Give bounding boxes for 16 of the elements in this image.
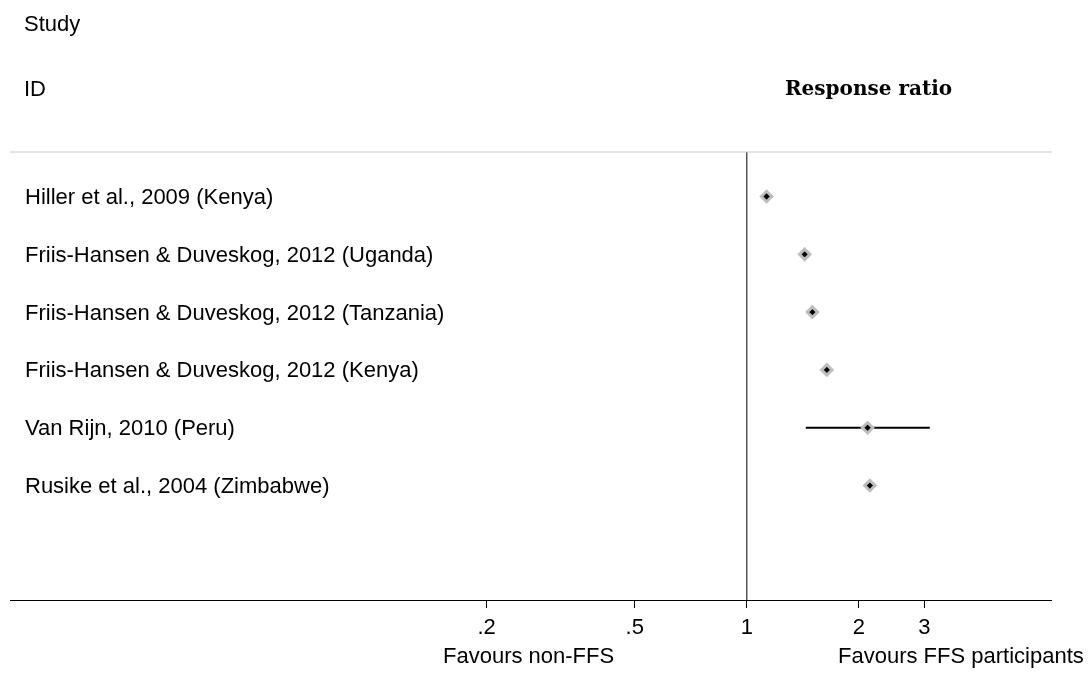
y-tick-label: Van Rijn, 2010 (Peru) (25, 415, 235, 440)
y-tick-label: Friis-Hansen & Duveskog, 2012 (Kenya) (25, 357, 419, 382)
y-tick-label: Hiller et al., 2009 (Kenya) (25, 184, 274, 209)
text: Favours FFS participants (838, 643, 1084, 668)
text: Study (24, 11, 81, 36)
x-tick-label: .5 (625, 614, 644, 640)
x-tick-label: 3 (918, 614, 931, 640)
y-tick-label: Rusike et al., 2004 (Zimbabwe) (25, 473, 330, 498)
y-tick-label: Friis-Hansen & Duveskog, 2012 (Uganda) (25, 242, 434, 267)
x-tick-label: 1 (740, 614, 753, 640)
x-tick-label: 2 (852, 614, 866, 640)
text: ID (24, 76, 46, 101)
x-tick-label: .2 (477, 614, 496, 640)
y-tick-label: Friis-Hansen & Duveskog, 2012 (Tanzania) (25, 300, 445, 325)
text: Response ratio (785, 76, 953, 100)
text: Favours non-FFS (443, 643, 615, 668)
